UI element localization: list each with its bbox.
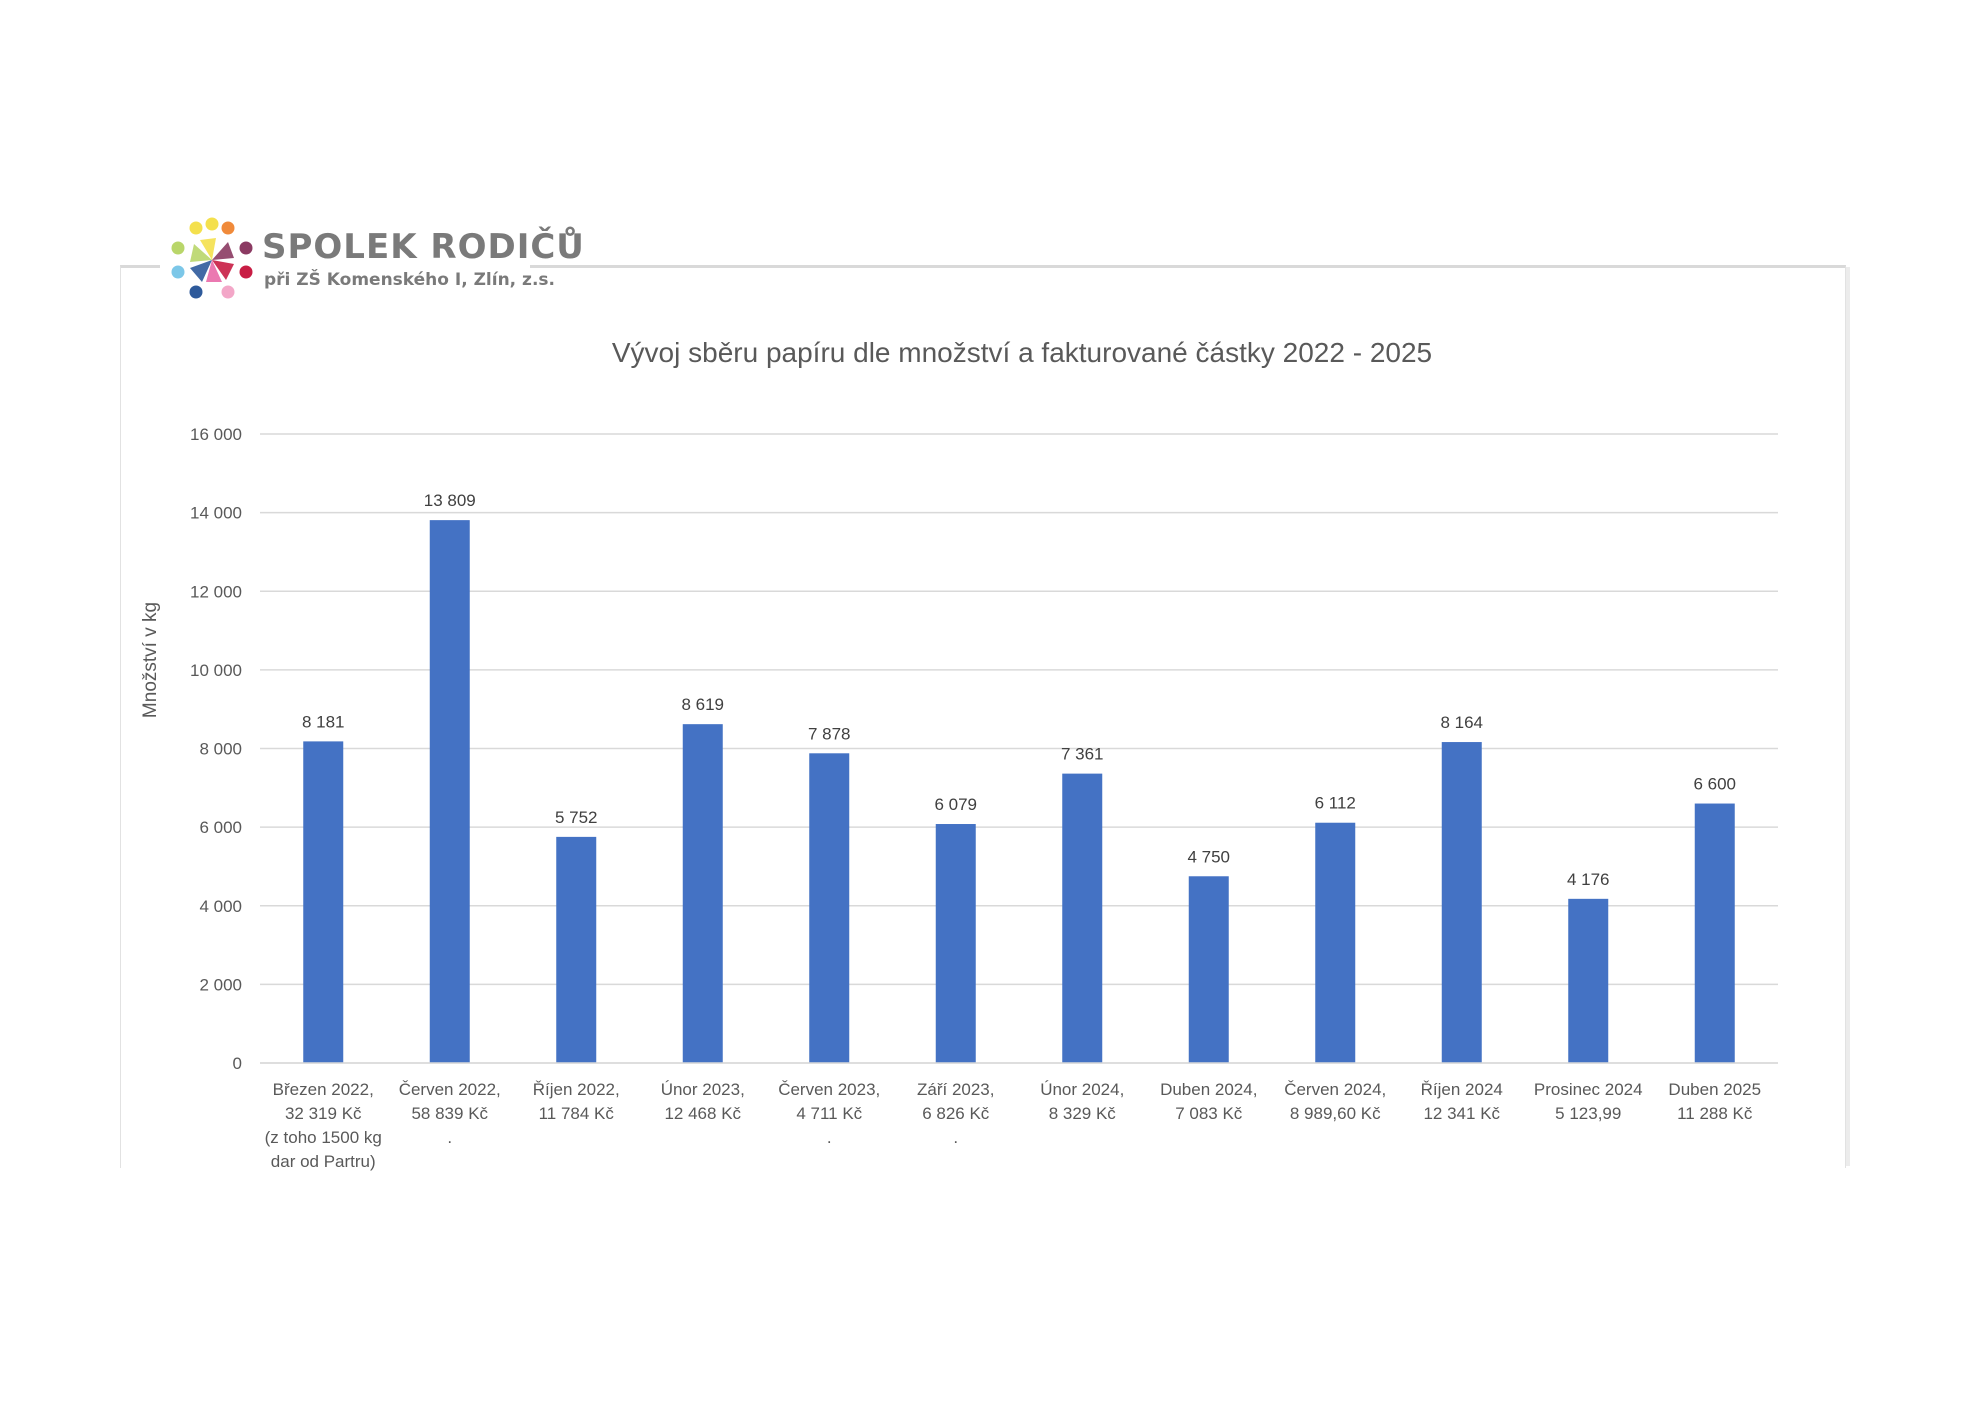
data-label: 7 361 xyxy=(1061,745,1104,764)
category-label: Duben 2025 xyxy=(1668,1080,1761,1099)
data-label: 8 164 xyxy=(1440,713,1483,732)
category-label: Říjen 2022, xyxy=(533,1080,620,1099)
bars xyxy=(260,520,1778,1064)
category-label: Prosinec 2024 xyxy=(1534,1080,1643,1099)
category-label: 11 288 Kč xyxy=(1677,1104,1753,1123)
category-label: Únor 2024, xyxy=(1040,1080,1124,1099)
category-label: 7 083 Kč xyxy=(1175,1104,1243,1123)
data-label: 5 752 xyxy=(555,808,598,827)
category-label: 6 826 Kč xyxy=(922,1104,990,1123)
category-label: 8 329 Kč xyxy=(1049,1104,1117,1123)
bar xyxy=(1315,822,1356,1063)
organization-logo: SPOLEK RODIČŮ při ZŠ Komenského I, Zlín,… xyxy=(160,215,584,305)
bar xyxy=(1062,773,1103,1063)
chart-title: Vývoj sběru papíru dle množství a faktur… xyxy=(612,337,1432,368)
data-label: 7 878 xyxy=(808,724,851,743)
logo-subtitle: při ZŠ Komenského I, Zlín, z.s. xyxy=(264,270,555,290)
y-tick-label: 8 000 xyxy=(199,740,242,759)
category-labels: Březen 2022, 32 319 Kč (z toho 1500 kg dar … xyxy=(265,1080,1761,1171)
category-label: Červen 2024, xyxy=(1284,1080,1386,1099)
data-label: 6 079 xyxy=(934,795,977,814)
category-label: 8 989,60 Kč xyxy=(1290,1104,1381,1123)
category-label: . xyxy=(953,1128,958,1147)
category-label: 11 784 Kč xyxy=(539,1104,615,1123)
category-label: Říjen 2024 xyxy=(1421,1080,1503,1099)
category-label: 12 341 Kč xyxy=(1423,1104,1500,1123)
category-label: 5 123,99 xyxy=(1555,1104,1621,1123)
data-label: 6 600 xyxy=(1693,775,1736,794)
data-label: 4 750 xyxy=(1187,847,1230,866)
category-label: . xyxy=(447,1128,452,1147)
y-tick-label: 10 000 xyxy=(190,661,242,680)
category-label: Červen 2023, xyxy=(778,1080,880,1099)
logo-title: SPOLEK RODIČŮ xyxy=(262,227,585,267)
category-label: Září 2023, xyxy=(917,1080,995,1099)
category-label: dar od Partru) xyxy=(271,1152,376,1171)
category-label: Únor 2023, xyxy=(661,1080,745,1099)
y-tick-label: 12 000 xyxy=(190,582,242,601)
bar xyxy=(935,824,976,1063)
y-tick-label: 6 000 xyxy=(199,818,242,837)
category-label: Duben 2024, xyxy=(1160,1080,1257,1099)
logo-emblem-icon xyxy=(171,217,253,299)
bar xyxy=(809,753,850,1063)
category-label: 32 319 Kč xyxy=(285,1104,362,1123)
bar xyxy=(1441,742,1482,1063)
category-label: Červen 2022, xyxy=(399,1080,501,1099)
data-label: 8 181 xyxy=(302,712,345,731)
bar xyxy=(303,741,344,1063)
bar xyxy=(429,520,470,1063)
category-label: . xyxy=(827,1128,832,1147)
y-axis-label: Množství v kg xyxy=(140,602,161,718)
category-label: (z toho 1500 kg xyxy=(265,1128,382,1147)
data-label: 13 809 xyxy=(424,491,476,510)
category-label: 58 839 Kč xyxy=(411,1104,488,1123)
category-label: 4 711 Kč xyxy=(796,1104,862,1123)
data-label: 4 176 xyxy=(1567,870,1610,889)
y-axis-ticks: 0 2 000 4 000 6 000 8 000 10 000 12 000 14 000 1… xyxy=(190,425,242,1073)
data-label: 8 619 xyxy=(681,695,724,714)
bar xyxy=(1188,876,1229,1063)
data-labels: 8 181 13 809 5 752 8 619 7 878 6 079 7 361 4 75… xyxy=(302,491,1736,889)
category-label: 12 468 Kč xyxy=(664,1104,741,1123)
category-label: Březen 2022, xyxy=(273,1080,374,1099)
data-label: 6 112 xyxy=(1315,794,1356,813)
y-tick-label: 2 000 xyxy=(199,975,242,994)
y-tick-label: 0 xyxy=(233,1054,242,1073)
y-tick-label: 14 000 xyxy=(190,504,242,523)
bar xyxy=(1568,898,1609,1063)
bar xyxy=(682,724,723,1063)
bar xyxy=(556,836,597,1063)
gridlines xyxy=(260,433,1778,1064)
y-tick-label: 4 000 xyxy=(199,897,242,916)
y-tick-label: 16 000 xyxy=(190,425,242,444)
bar xyxy=(1694,803,1735,1063)
chart-frame xyxy=(120,265,1846,1168)
